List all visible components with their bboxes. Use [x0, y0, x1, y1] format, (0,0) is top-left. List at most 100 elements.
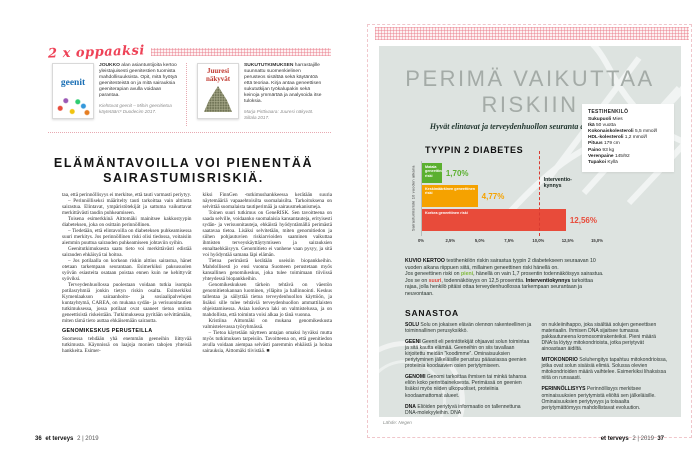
threshold-label: Interventio-kynnys [543, 177, 572, 189]
caption-green-word: pieni [460, 271, 474, 278]
chart-bar: Matala geneettinen riski [422, 163, 442, 183]
books-section-header: 2 x oppaaksi [47, 42, 331, 62]
paragraph: – Jos potilaalla on korkean riskin altti… [62, 258, 192, 282]
paragraph: Geenitutkimuksesta saatu tieto voi merki… [62, 246, 192, 258]
book-cover-juuresi: Juuresi näkyvät [197, 63, 239, 119]
hatch-strip-decoration [150, 48, 331, 56]
card-row: HDL-kolesteroli 1,2 mmol/l [588, 135, 668, 141]
glossary-entry: GEENI Geenit eli perintötekijät ohjaavat… [405, 339, 533, 369]
review-text: SUKUTUTKIMUKSEN harrastajille suunnattu … [244, 63, 323, 126]
glossary-entry: MITOKONDRIO Soluhengitys tapahtuu mitoko… [542, 357, 670, 381]
card-key: Ikä [588, 123, 595, 129]
glossary-text: Solu on jokaisen elävän olennon rakentee… [405, 321, 532, 334]
chart-y-axis-label: Sairastumisriski 10 vuoden aikana [410, 165, 416, 232]
x-tick-label: 12,5% [561, 238, 574, 243]
glossary-entry: on nukleiinihappo, joka sisältää solujen… [542, 322, 670, 352]
article-column-2: kiksi FinnGen -tutkimushankkeessa kerätä… [203, 192, 333, 422]
card-key: Sukupuoli [588, 117, 612, 123]
paragraph: Genomikeskuksen tärkein tehtävä on väest… [202, 282, 333, 318]
glossary-entry: SOLU Solu on jokaisen elävän olennon rak… [405, 322, 533, 334]
card-value: Mies [612, 117, 623, 123]
article-body: taa, että perinnöllisyys ei merkitse, et… [62, 192, 332, 422]
review-lead: SUKUTUTKIMUKSEN [244, 63, 294, 68]
tree-illustration [204, 86, 232, 112]
glossary-term: GEENI [405, 338, 421, 345]
x-tick-label: 7,5% [504, 238, 514, 243]
chart-bar: Korkea geneettinen riski [422, 209, 566, 231]
paragraph: – Perinnölliseksi määritelty tauti tarko… [62, 198, 192, 216]
card-key: Paino [588, 147, 602, 153]
review-citation: Kiehtovat geenit – Mihin geenitietoa käy… [99, 103, 172, 114]
book-review-1: geenit JOUKKO alan asiantuntijoita kerto… [48, 63, 186, 126]
review-body: harrastajille suunnattu suomenkielinen p… [244, 63, 322, 104]
hatch-strip-decoration [375, 27, 689, 40]
card-key: Tupakoi [588, 159, 607, 165]
footer-left: 36 et terveys 2 | 2019 [35, 436, 99, 442]
paragraph: Tietoa perimästä kerätään useisiin biopa… [202, 258, 333, 282]
book-cover-title: geenit [60, 78, 86, 88]
bar-category-label: Matala geneettinen riski [425, 165, 442, 178]
review-body: alan asiantuntijoita kertoo yleistajuise… [99, 63, 178, 98]
glossary-column-1: SOLU Solu on jokaisen elävän olennon rak… [405, 322, 533, 417]
book-cover-title: Juuresi näkyvät [205, 67, 231, 83]
card-key: Verenpaine [588, 153, 614, 159]
glossary: SOLU Solu on jokaisen elävän olennon rak… [405, 322, 669, 417]
chart-title: TYYPIN 2 DIABETES [425, 145, 524, 155]
glossary-entry: PERINNÖLLISYYS Perinnöllisyys merkitsee … [542, 386, 670, 410]
article-headline: ELÄMÄNTAVOILLA VOI PIENENTÄÄ SAIRASTUMIS… [53, 156, 314, 185]
glossary-text: Geenit eli perintötekijät ohjaavat solun… [405, 338, 530, 370]
card-row: Tupakoi Kyllä [588, 160, 668, 166]
card-key: HDL-kolesteroli [588, 135, 624, 141]
chart-bar-row: Keskimääräinen geneettinen riski 4,77% [422, 185, 597, 207]
chart-bar-row: Korkea geneettinen riski 12,56% [422, 209, 597, 231]
bar-category-label: Keskimääräinen geneettinen riski [425, 187, 476, 196]
glossary-term: DNA [405, 403, 416, 410]
glossary-entry: DNA Eliöiden periytyvä informaatio on ta… [405, 404, 533, 416]
paragraph: Toisena esimerkkinä Aittomäki mainitsee … [62, 216, 192, 228]
x-tick-label: 5,0% [474, 238, 485, 243]
paragraph: Terveydenhuollossa puolestaan voidaan tu… [62, 282, 192, 324]
infographic-panel: PERIMÄ VAIKUTTAA RISKIIN Hyvät elintavat… [379, 46, 681, 417]
bar-value: 12,56% [569, 215, 597, 225]
glossary-text: Genomi tarkoittaa ihmisen tai minkä taha… [405, 374, 527, 399]
paragraph: – Tiedetään, että elintavoilla on diabet… [62, 228, 192, 246]
section-title: 2 x oppaaksi [47, 42, 146, 62]
caption-text: tarkoittaa rajaa, jolla henkilö pitäisi … [405, 277, 594, 297]
caption-lead: KUVIO KERTOO [405, 258, 445, 264]
glossary-text: on nukleiinihappo, joka sisältää solujen… [541, 321, 657, 352]
card-key: Pituus [588, 141, 603, 147]
chart-caption: KUVIO KERTOO testihenkilön riskin sairas… [405, 258, 607, 298]
card-row: Ikä 50 vuotta [588, 123, 668, 129]
card-value: Kyllä [607, 159, 618, 165]
card-row: Paino 93 kg [588, 148, 668, 154]
paragraph: taa, että perinnöllisyys ei merkitse, et… [62, 192, 192, 198]
caption-text: , hänellä on vain 1,7 prosentin todennäk… [405, 271, 604, 284]
review-lead: JOUKKO [99, 63, 120, 68]
bar-value: 1,70% [445, 168, 469, 178]
card-row: Kokonaiskolesteroli 5,5 mmol/l [588, 129, 668, 135]
review-text: JOUKKO alan asiantuntijoita kertoo yleis… [99, 63, 178, 126]
bar-category-label: Korkea geneettinen riski [425, 211, 468, 215]
card-value: 5,5 mmol/l [634, 129, 658, 135]
glossary-title: SANASTOA [405, 307, 459, 318]
glossary-text: Eliöiden periytyvä informaatio on tallen… [405, 403, 521, 416]
x-axis: 0% 2,5% 5,0% 7,5% 10,0% 12,5% 15,0% [418, 236, 603, 245]
card-value: 93 kg [602, 147, 615, 153]
test-person-card: TESTIHENKILÖ Sukupuoli Mies Ikä 50 vuott… [582, 104, 674, 172]
glossary-term: GENOMI [405, 374, 426, 381]
source-note: Lähde: Negen [383, 420, 412, 425]
caption-red-word: suuri [428, 277, 442, 284]
glossary-entry: GENOMI Genomi tarkoittaa ihmisen tai min… [405, 374, 533, 398]
card-row: Verenpaine 145/92 [588, 154, 668, 160]
glossary-term: MITOKONDRIO [541, 357, 578, 364]
page-number: 37 [657, 436, 664, 442]
infographic-title: PERIMÄ VAIKUTTAA RISKIIN [405, 66, 655, 117]
paragraph: kiksi FinnGen -tutkimushankkeessa kerätä… [202, 192, 333, 210]
x-tick-label: 2,5% [445, 238, 456, 243]
caption-bold-word: Interventiokynnys [525, 277, 571, 284]
glossary-text: Soluhengitys tapahtuu mitokondrioissa, j… [541, 357, 668, 382]
book-cover-geenit: geenit [52, 63, 94, 119]
paragraph: Suomessa tehdään yhä enemmän geeneihin l… [62, 336, 192, 354]
card-row: Sukupuoli Mies [588, 117, 668, 123]
paragraph: Toinen suuri tutkimus on GeneRISK. Sen t… [202, 210, 333, 258]
